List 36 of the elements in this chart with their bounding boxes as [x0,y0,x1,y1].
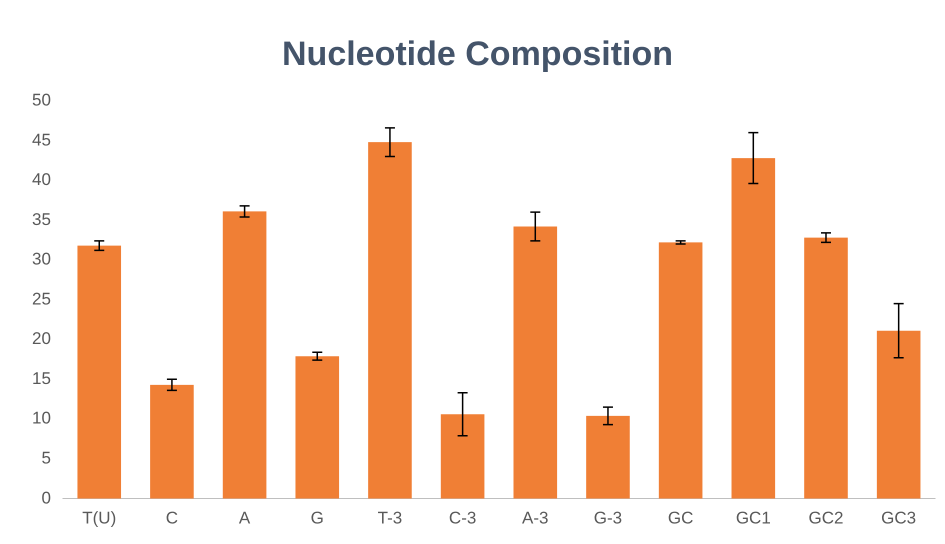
bar [222,211,266,499]
bar [368,142,412,499]
y-tick-label: 45 [32,130,51,150]
x-tick-label: G-3 [594,508,622,528]
chart-title: Nucleotide Composition [282,34,673,73]
x-tick-label: A [238,508,251,528]
y-tick-label: 25 [32,289,51,308]
x-tick-label: C-3 [448,508,476,528]
x-tick-label: GC [668,508,694,528]
bar [77,246,122,499]
bar [440,414,484,499]
x-tick-label: GC1 [736,508,771,528]
bar [586,416,630,499]
bar [804,238,848,499]
bar [295,356,340,499]
x-tick-label: T-3 [378,508,402,528]
y-tick-label: 20 [32,329,51,348]
bar [658,242,702,499]
x-tick-label: GC3 [881,508,916,528]
y-tick-label: 15 [32,368,51,388]
y-tick-label: 30 [32,250,51,269]
y-tick-label: 10 [32,408,51,428]
bar [876,330,920,499]
bar [513,226,558,499]
x-tick-label: C [166,508,178,528]
y-tick-label: 35 [32,210,51,229]
y-tick-label: 0 [41,488,51,508]
y-tick-label: 50 [32,90,51,110]
x-tick-label: G [310,508,324,528]
y-tick-label: 5 [41,448,51,468]
x-tick-label: GC2 [808,508,844,528]
bar [150,384,194,499]
bar [732,158,776,499]
x-tick-label: T(U) [82,508,116,528]
x-tick-label: A-3 [522,508,549,528]
y-tick-label: 40 [32,170,51,190]
